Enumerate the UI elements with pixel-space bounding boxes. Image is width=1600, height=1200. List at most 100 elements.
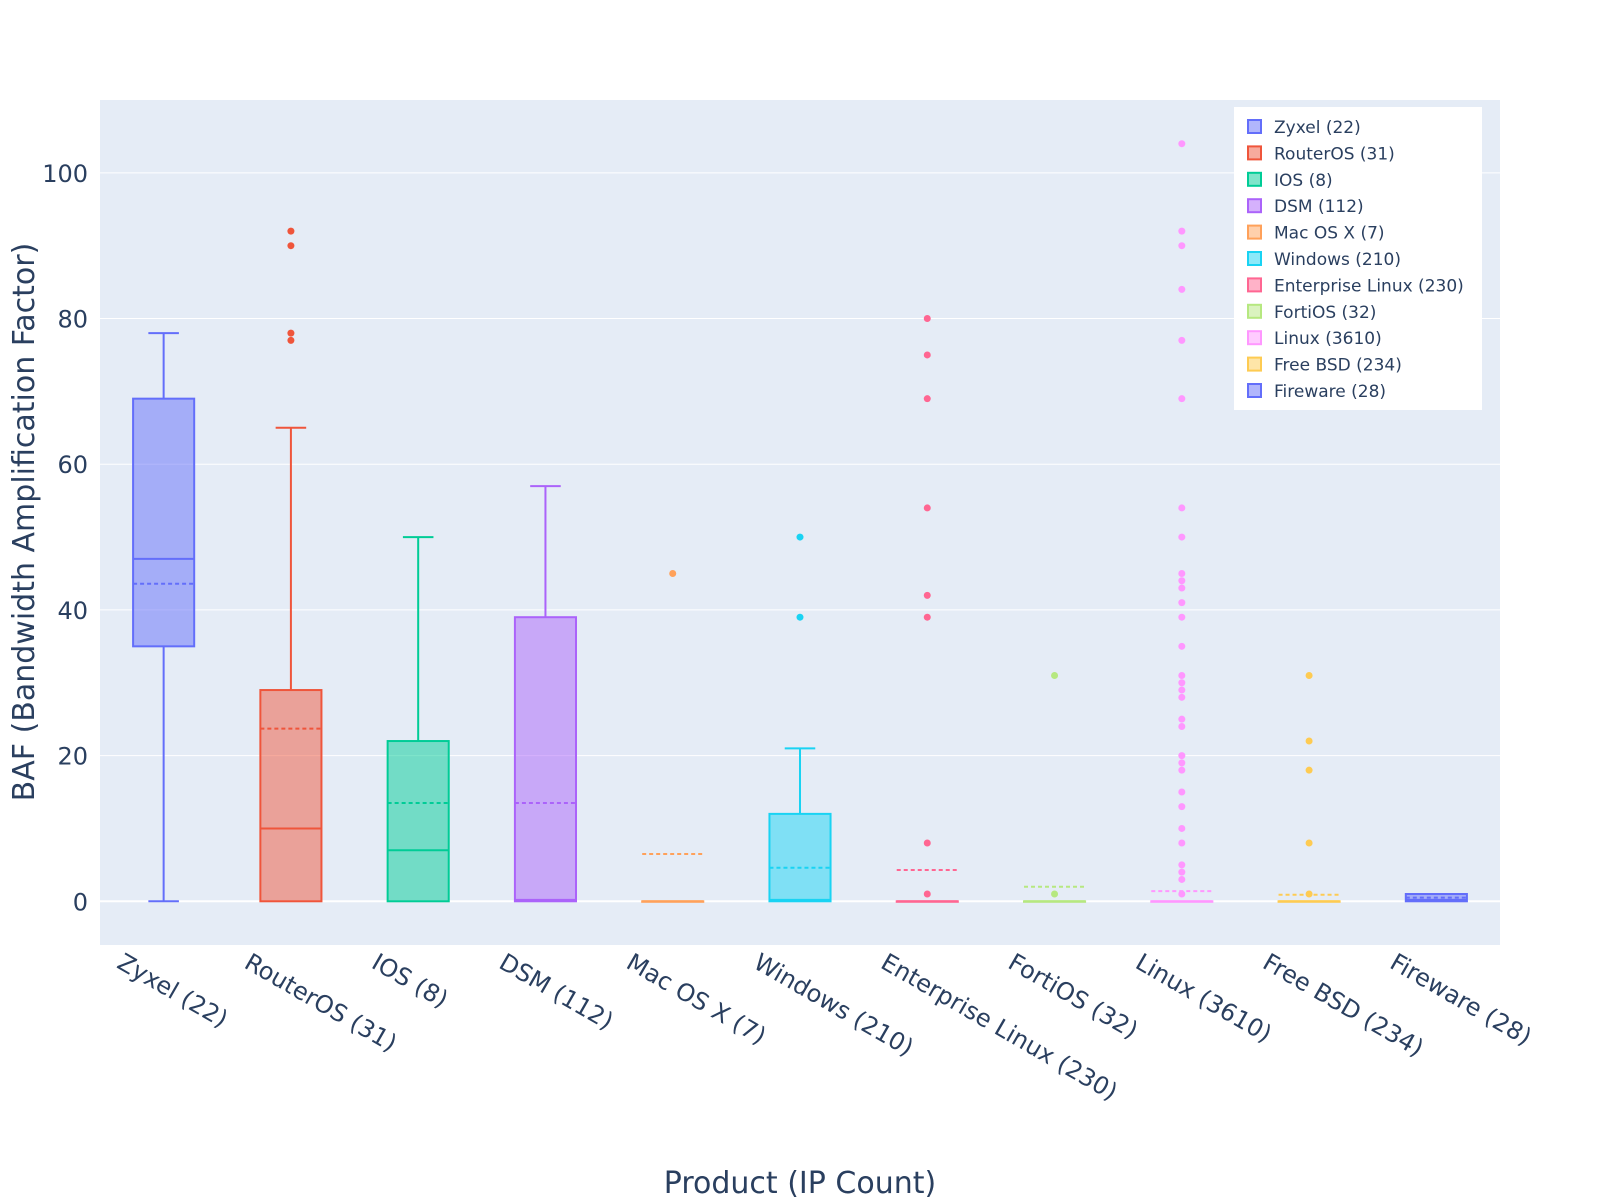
outlier-point: [1178, 693, 1186, 701]
legend-swatch: [1247, 119, 1262, 134]
outlier-point: [1178, 285, 1186, 293]
outlier-point: [1051, 671, 1059, 679]
legend-item[interactable]: Free BSD (234): [1247, 356, 1402, 376]
legend-label: Windows (210): [1274, 250, 1401, 270]
box-body: [768, 812, 832, 903]
legend-label: FortiOS (32): [1274, 303, 1376, 323]
outlier-point: [923, 351, 931, 359]
legend-swatch: [1247, 383, 1262, 398]
y-axis-title: BAF (Bandwidth Amplification Factor): [7, 243, 42, 802]
x-tick-label: DSM (112): [494, 948, 618, 1036]
outlier-point: [1178, 336, 1186, 344]
legend-item[interactable]: Enterprise Linux (230): [1247, 276, 1464, 296]
outlier-point: [923, 504, 931, 512]
y-tick-label: 20: [57, 743, 88, 771]
legend-item[interactable]: FortiOS (32): [1247, 303, 1376, 323]
y-tick-label: 80: [57, 306, 88, 334]
box-trace[interactable]: [895, 315, 959, 903]
outlier-point: [287, 329, 295, 337]
box-trace[interactable]: [386, 536, 450, 903]
legend-swatch: [1247, 356, 1262, 372]
outlier-point: [1178, 752, 1186, 760]
legend-swatch: [1247, 145, 1262, 161]
legend[interactable]: Zyxel (22) RouterOS (31) IOS (8) DSM (112) M…: [1234, 107, 1482, 410]
legend-label: Zyxel (22): [1274, 118, 1361, 138]
outlier-point: [1178, 766, 1186, 774]
outlier-point: [923, 613, 931, 621]
legend-label: IOS (8): [1274, 171, 1333, 191]
legend-item[interactable]: RouterOS (31): [1247, 144, 1395, 164]
legend-item[interactable]: DSM (112): [1247, 197, 1364, 217]
x-axis-title: Product (IP Count): [664, 1166, 936, 1200]
outlier-point: [923, 839, 931, 847]
outlier-point: [1178, 788, 1186, 796]
outlier-point: [1178, 642, 1186, 650]
box-trace[interactable]: [641, 569, 705, 903]
box-body: [386, 740, 450, 903]
legend-item[interactable]: Windows (210): [1247, 250, 1401, 270]
x-tick-label: Zyxel (22): [113, 948, 233, 1033]
y-tick-label: 0: [73, 888, 88, 916]
legend-background: [1234, 107, 1482, 410]
outlier-point: [1178, 861, 1186, 869]
outlier-point: [1178, 227, 1186, 235]
box-trace[interactable]: [1150, 140, 1214, 903]
outlier-point: [287, 336, 295, 344]
legend-item[interactable]: Linux (3610): [1247, 329, 1382, 349]
legend-swatch: [1247, 224, 1262, 240]
outlier-point: [1178, 686, 1186, 694]
outlier-point: [1178, 671, 1186, 679]
legend-item[interactable]: Fireware (28): [1247, 382, 1386, 402]
outlier-point: [1305, 890, 1313, 898]
outlier-point: [1178, 504, 1186, 512]
outlier-point: [1178, 569, 1186, 577]
y-tick-label: 60: [57, 451, 88, 479]
outlier-point: [1178, 395, 1186, 403]
x-tick-label: IOS (8): [367, 948, 453, 1014]
outlier-point: [287, 242, 295, 250]
legend-label: Mac OS X (7): [1274, 224, 1385, 244]
outlier-point: [1178, 722, 1186, 730]
outlier-point: [1178, 875, 1186, 883]
box-body: [513, 616, 578, 903]
legend-item[interactable]: Mac OS X (7): [1247, 224, 1385, 244]
outlier-point: [1178, 868, 1186, 876]
outlier-point: [287, 227, 295, 235]
outlier-point: [1178, 715, 1186, 723]
legend-label: RouterOS (31): [1274, 144, 1395, 164]
outlier-point: [1178, 759, 1186, 767]
box-trace[interactable]: [1277, 671, 1341, 903]
outlier-point: [796, 613, 804, 621]
legend-swatch: [1247, 171, 1262, 187]
outlier-point: [1178, 577, 1186, 585]
outlier-point: [1178, 533, 1186, 541]
outlier-point: [1178, 584, 1186, 592]
outlier-point: [1178, 839, 1186, 847]
outlier-point: [923, 591, 931, 599]
box-trace[interactable]: [768, 533, 832, 903]
box-trace[interactable]: [132, 332, 196, 903]
box-trace[interactable]: [513, 485, 578, 903]
outlier-point: [1178, 140, 1186, 148]
box-trace[interactable]: [259, 227, 323, 903]
box-trace[interactable]: [1023, 671, 1087, 903]
box-traces: [132, 140, 1468, 903]
outlier-point: [796, 533, 804, 541]
legend-label: Free BSD (234): [1274, 356, 1402, 376]
box-trace[interactable]: [1404, 893, 1468, 903]
x-axis-ticks: Zyxel (22) RouterOS (31)IOS (8) DSM (112) M…: [113, 948, 1537, 1106]
legend-item[interactable]: Zyxel (22): [1247, 118, 1361, 138]
outlier-point: [1305, 671, 1313, 679]
y-tick-label: 40: [57, 597, 88, 625]
legend-swatch: [1247, 277, 1262, 293]
outlier-point: [669, 569, 677, 577]
outlier-point: [1178, 679, 1186, 687]
outlier-point: [923, 890, 931, 898]
outlier-point: [923, 315, 931, 323]
legend-label: Fireware (28): [1274, 382, 1386, 402]
outlier-point: [1178, 890, 1186, 898]
outlier-point: [1305, 737, 1313, 745]
legend-item[interactable]: IOS (8): [1247, 171, 1333, 191]
x-tick-label: Linux (3610): [1131, 948, 1277, 1048]
